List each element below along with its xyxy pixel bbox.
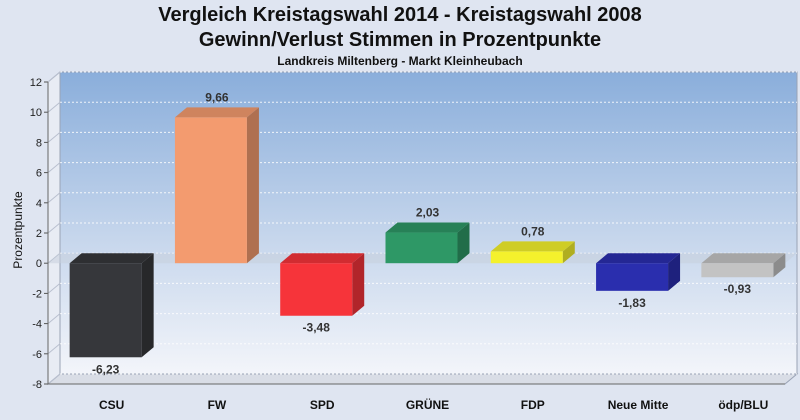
- y-tick-label: 12: [30, 77, 42, 89]
- chart-title: Vergleich Kreistagswahl 2014 - Kreistags…: [158, 4, 642, 26]
- y-tick-label: -2: [32, 288, 42, 300]
- bar-top: [69, 253, 154, 264]
- y-tick-label: 6: [36, 168, 42, 180]
- gridline-side: [47, 71, 61, 83]
- bar-top: [174, 107, 259, 118]
- bar-side: [141, 253, 154, 358]
- x-tick-label: FDP: [521, 398, 545, 412]
- bar-side: [562, 241, 575, 264]
- y-axis-label: Prozentpunkte: [11, 191, 25, 269]
- bar-top: [385, 222, 470, 233]
- gridline-side: [47, 313, 61, 324]
- gridline-side: [47, 192, 61, 204]
- x-tick-label: CSU: [99, 398, 124, 412]
- bar-front: [701, 263, 774, 278]
- bar-side: [246, 107, 259, 264]
- y-tick-label: -8: [32, 379, 42, 391]
- chart-subtitle: Gewinn/Verlust Stimmen in Prozentpunkte: [198, 29, 602, 51]
- bar-side: [668, 253, 681, 291]
- bar-front: [280, 263, 353, 316]
- chart-subtitle-region: Landkreis Miltenberg - Markt Kleinheubac…: [277, 54, 523, 68]
- bar-neue-mitte: [596, 253, 681, 291]
- gridline-side: [47, 283, 61, 294]
- plot-floor: [46, 373, 799, 385]
- bar-side: [457, 222, 470, 264]
- y-tick-label: 0: [36, 258, 42, 270]
- x-tick-label: Neue Mitte: [608, 398, 669, 412]
- data-label: 9,66: [205, 90, 229, 104]
- bar-side: [773, 253, 786, 278]
- gridline-side: [47, 222, 61, 234]
- y-tick-label: -6: [32, 349, 42, 361]
- bar-spd: [280, 253, 365, 316]
- data-label: -6,23: [92, 362, 120, 376]
- bar-csu: [69, 253, 154, 358]
- y-tick-label: 2: [36, 228, 42, 240]
- bar-front: [385, 232, 458, 264]
- data-label: -3,48: [303, 321, 331, 335]
- bar-front: [490, 251, 563, 264]
- bar-top: [280, 253, 365, 264]
- data-label: 0,78: [521, 224, 545, 238]
- gridline-side: [47, 373, 61, 385]
- gridline-side: [47, 343, 61, 355]
- y-tick-label: -4: [32, 319, 42, 331]
- x-tick-label: SPD: [310, 398, 335, 412]
- x-tick-label: ödp/BLU: [718, 398, 768, 412]
- bar-side: [352, 253, 365, 316]
- bar-front: [69, 263, 142, 358]
- data-label: -0,93: [724, 282, 752, 296]
- bar-top: [490, 241, 575, 252]
- x-tick-label: FW: [208, 398, 227, 412]
- data-label: -1,83: [618, 296, 646, 310]
- bar-top: [701, 253, 786, 264]
- y-tick-label: 4: [36, 198, 42, 210]
- bar-front: [596, 263, 669, 291]
- bar-ödp-blu: [701, 253, 786, 278]
- bar-fdp: [490, 241, 575, 264]
- bar-fw: [174, 107, 259, 264]
- y-tick-label: 10: [30, 107, 42, 119]
- data-label: 2,03: [416, 206, 440, 220]
- bar-grüne: [385, 222, 470, 264]
- bar-top: [596, 253, 681, 264]
- gridline-side: [47, 101, 61, 113]
- gridline-side: [47, 162, 61, 173]
- bar-front: [174, 117, 247, 264]
- gridline-side: [47, 132, 61, 143]
- y-tick-label: 8: [36, 137, 42, 149]
- x-tick-label: GRÜNE: [406, 397, 449, 412]
